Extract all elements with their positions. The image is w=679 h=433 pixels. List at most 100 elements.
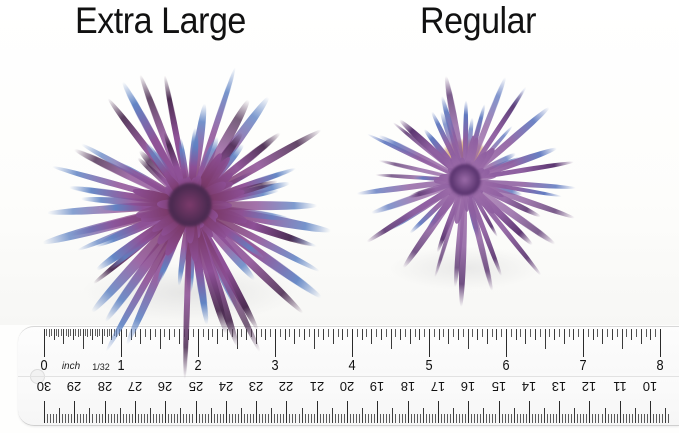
ruler-tick: [496, 329, 498, 340]
ruler-tick: [313, 414, 315, 423]
ruler-tick: [212, 329, 214, 337]
ruler-tick: [513, 408, 515, 423]
ruler-tick: [583, 329, 584, 357]
size-label-extra-large: Extra Large: [75, 0, 246, 41]
ruler-tick: [659, 414, 661, 423]
ruler-cm-label: 20: [339, 379, 355, 394]
ruler-tick: [125, 414, 127, 423]
ruler-tick: [340, 414, 342, 423]
ruler-tick: [262, 414, 264, 423]
ruler-tick: [140, 329, 142, 344]
ruler-tick: [491, 329, 493, 337]
ruler-tick: [168, 414, 170, 423]
ruler-tick: [365, 414, 367, 423]
ruler-tick-fine: [75, 329, 77, 336]
ruler-tick: [226, 329, 228, 340]
ruler-tick: [468, 401, 470, 423]
ruler-tick: [178, 329, 180, 344]
ruler-tick: [437, 401, 439, 423]
ruler-tick: [53, 414, 55, 423]
ruler-tick: [334, 414, 336, 423]
ruler-tick: [477, 414, 479, 423]
ruler-tick: [525, 329, 527, 344]
ruler-tick: [531, 414, 533, 423]
ruler-tick: [489, 414, 491, 423]
ruler-cm-label: 24: [218, 379, 234, 394]
ruler-tick: [44, 329, 45, 357]
ruler-tick: [425, 414, 427, 423]
ruler-tick: [486, 414, 488, 423]
ruler-tick: [304, 414, 306, 423]
ruler-tick: [270, 329, 272, 337]
ruler-tick: [621, 329, 623, 349]
ruler-tick: [253, 414, 255, 423]
ruler-tick-fine: [51, 329, 53, 336]
ruler-inch-label: 4: [348, 357, 356, 374]
ruler-tick: [443, 414, 445, 423]
ruler-tick: [241, 329, 243, 337]
ruler-tick: [71, 414, 73, 423]
ruler-tick: [440, 414, 442, 423]
ruler-tick: [255, 329, 257, 344]
ruler-tick: [361, 329, 363, 340]
ruler-tick: [480, 414, 482, 423]
ruler-tick: [82, 329, 84, 349]
ruler-tick: [140, 414, 142, 423]
ruler-tick-fine: [108, 329, 110, 336]
ruler-tick: [265, 414, 267, 423]
ruler-tick: [347, 401, 348, 423]
ruler-tick: [186, 414, 188, 423]
ruler-tick: [477, 329, 479, 340]
ruler-tick: [89, 408, 91, 423]
ruler-tick-fine: [89, 329, 91, 336]
ruler-tick: [628, 414, 630, 423]
ruler-tick: [188, 329, 190, 340]
ruler-tick: [289, 329, 291, 337]
ruler-tick: [169, 329, 171, 340]
ruler-tick: [271, 408, 273, 423]
ruler-tick: [574, 408, 576, 423]
ruler-tick: [519, 414, 521, 423]
ruler-tick: [413, 414, 415, 423]
ruler-tick: [501, 329, 503, 337]
ruler-tick: [635, 329, 637, 337]
ruler-tick: [143, 414, 145, 423]
ruler-tick: [153, 414, 155, 423]
ruler-tick: [656, 414, 658, 423]
plant-regular-leaves: [356, 72, 576, 307]
ruler-tick: [668, 414, 670, 423]
air-plant-extra-large: [41, 57, 338, 379]
ruler-tick: [265, 329, 267, 340]
ruler-tick: [645, 329, 647, 337]
ruler-tick: [174, 414, 176, 423]
ruler-tick: [234, 414, 236, 423]
ruler-tick: [438, 329, 440, 340]
ruler-tick: [368, 414, 370, 423]
ruler-tick: [275, 329, 276, 357]
ruler-tick: [337, 329, 339, 337]
ruler-tick: [74, 401, 76, 423]
ruler-tick: [410, 414, 412, 423]
ruler-tick: [401, 414, 403, 423]
size-label-regular: Regular: [420, 0, 536, 41]
ruler-fraction-word: 1/32: [92, 362, 110, 372]
ruler-tick: [565, 414, 567, 423]
ruler-tick: [268, 414, 270, 423]
ruler-tick: [48, 329, 50, 337]
ruler-tick: [356, 329, 358, 337]
ruler-tick: [156, 414, 158, 423]
ruler-tick: [260, 329, 262, 337]
ruler-tick: [568, 414, 570, 423]
ruler-tick: [331, 408, 333, 423]
ruler: 0 1 2 3 4 5 6 7 8 inch 1/32 30 29 28 27 26 25 24 23 22 21 20…: [18, 326, 679, 426]
ruler-tick: [134, 401, 136, 423]
ruler-tick: [135, 329, 137, 337]
ruler-tick: [313, 329, 315, 349]
ruler-cm-label: 19: [370, 379, 385, 394]
ruler-tick: [662, 414, 664, 423]
ruler-tick: [325, 414, 327, 423]
ruler-tick: [173, 329, 175, 337]
ruler-tick: [376, 329, 378, 337]
ruler-tick: [231, 414, 233, 423]
ruler-tick: [534, 414, 536, 423]
